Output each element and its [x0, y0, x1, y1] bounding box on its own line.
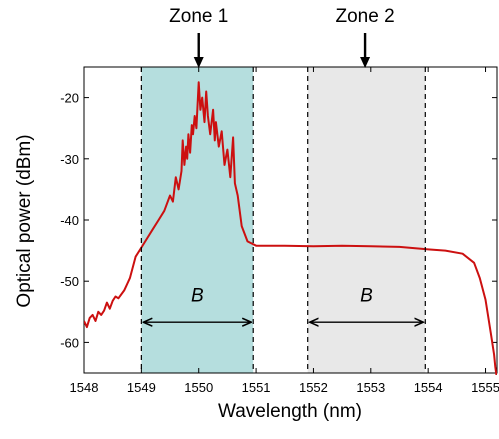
- zone-2-bandwidth-label: B: [360, 285, 373, 306]
- x-tick-label-1: 1549: [127, 380, 156, 395]
- y-tick-label-2: -40: [60, 213, 79, 228]
- y-axis-title: Optical power (dBm): [14, 134, 35, 307]
- x-tick-label-4: 1552: [299, 380, 328, 395]
- spectrum-line-1: [84, 81, 497, 375]
- zone-1-arrow-head: [193, 57, 204, 68]
- spectrum-line-layer: [84, 81, 497, 375]
- y-tick-label-3: -50: [60, 274, 79, 289]
- zone-2-band: [307, 67, 426, 373]
- zone-1-bandwidth-label: B: [191, 285, 204, 306]
- x-tick-label-2: 1550: [184, 380, 213, 395]
- zone-2-arrow-head: [360, 57, 371, 68]
- zone-backgrounds: [141, 67, 426, 373]
- axis-ticks: 1548 1549 1550 1551 1552 1553 1554 1555 -20 -30 -4…: [60, 67, 499, 395]
- y-tick-label-4: -60: [60, 335, 79, 350]
- x-tick-label-6: 1554: [414, 380, 443, 395]
- zone-1-label: Zone 1: [169, 6, 228, 27]
- y-tick-label-0: -20: [60, 91, 79, 106]
- x-tick-label-5: 1553: [356, 380, 385, 395]
- zone-annotations: B Zone 1 B Zone 2: [140, 6, 426, 373]
- y-tick-label-1: -30: [60, 152, 79, 167]
- x-tick-label-3: 1551: [242, 380, 271, 395]
- x-tick-label-7: 1555: [471, 380, 499, 395]
- x-axis-title: Wavelength (nm): [218, 401, 362, 422]
- x-tick-label-0: 1548: [70, 380, 99, 395]
- zone-2-label: Zone 2: [335, 6, 394, 27]
